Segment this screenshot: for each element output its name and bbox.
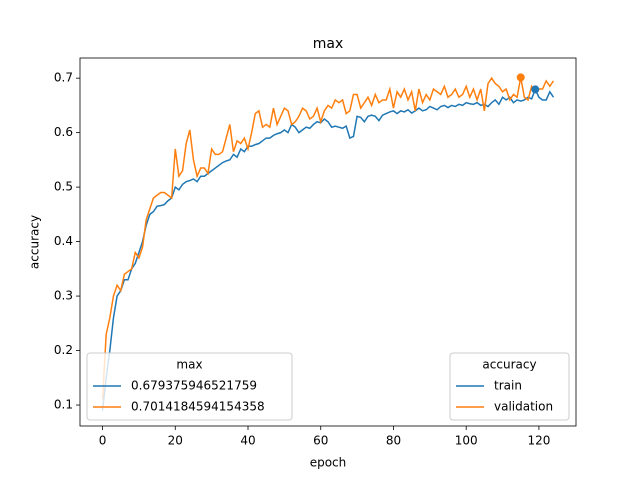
- y-tick-label: 0.3: [54, 289, 73, 303]
- series-line: [101, 76, 555, 400]
- series-line: [101, 87, 555, 411]
- x-tick-label: 0: [99, 434, 107, 448]
- x-tick-label: 100: [455, 434, 478, 448]
- legend-label: 0.7014184594154358: [131, 400, 265, 414]
- axes-frame: [79, 57, 577, 427]
- x-tick-label: 80: [386, 434, 401, 448]
- chart-title: max: [313, 36, 344, 52]
- y-tick-label: 0.1: [54, 398, 73, 412]
- y-tick-label: 0.7: [54, 71, 73, 85]
- x-tick-label: 60: [313, 434, 328, 448]
- legend-title: accuracy: [482, 358, 536, 372]
- legend-box: [86, 352, 293, 421]
- y-tick-label: 0.4: [54, 234, 73, 248]
- y-axis-label: accuracy: [28, 215, 42, 269]
- x-tick-label: 20: [168, 434, 183, 448]
- y-tick-label: 0.2: [54, 343, 73, 357]
- y-tick-label: 0.6: [54, 125, 73, 139]
- legend-label: train: [494, 379, 522, 393]
- x-axis-label: epoch: [310, 456, 347, 470]
- legend-box: [449, 352, 570, 421]
- legend-label: 0.679375946521759: [131, 379, 257, 393]
- x-tick-label: 120: [527, 434, 550, 448]
- max-marker: [531, 85, 540, 94]
- legend-label: validation: [494, 400, 553, 414]
- y-tick-label: 0.5: [54, 180, 73, 194]
- legend-title: max: [176, 358, 202, 372]
- max-marker: [516, 73, 525, 82]
- x-tick-label: 40: [240, 434, 255, 448]
